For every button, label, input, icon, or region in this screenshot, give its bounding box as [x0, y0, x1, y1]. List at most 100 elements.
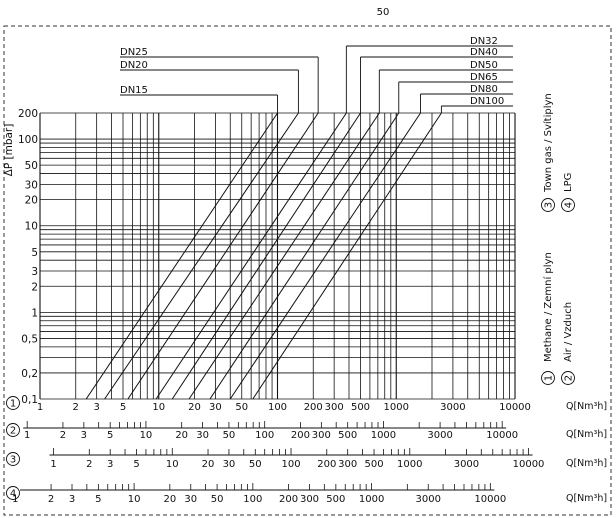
y-tick-label: 30 — [25, 179, 38, 191]
x-tick-label: 30 — [196, 430, 209, 441]
x-tick-label: 30 — [209, 402, 222, 413]
flow-unit-label: Q[Nm³h] — [566, 458, 607, 469]
legend-marker — [561, 198, 575, 212]
x-tick-label: 2 — [86, 459, 92, 470]
x-tick-label: 1 — [24, 430, 30, 441]
x-tick-label: 500 — [351, 402, 370, 413]
x-tick-label: 200 — [304, 402, 323, 413]
dashed-frame — [3, 25, 612, 516]
y-axis: 200 100 50 30 20 10 5 3 2 1 0,5 0,2 0,1 ΔP [mbar] — [3, 108, 38, 406]
legend-marker — [561, 371, 575, 385]
legend-id: 3 — [544, 202, 555, 208]
x-tick-label: 2 — [48, 494, 54, 505]
x-tick-label: 1 — [50, 459, 56, 470]
x-tick-label: 3 — [107, 459, 113, 470]
x-tick-label: 10 — [166, 459, 179, 470]
dn-label: DN25 — [120, 47, 148, 58]
x-tick-label: 100 — [281, 459, 300, 470]
gas-scale-marker — [6, 452, 20, 466]
frame-label-bg — [370, 3, 398, 17]
x-tick-label: 500 — [364, 459, 383, 470]
gas-scale-id: 2 — [10, 426, 16, 437]
y-tick-label: 0,1 — [21, 394, 38, 406]
x-tick-label: 10000 — [486, 430, 518, 441]
x-tick-label: 200 — [317, 459, 336, 470]
dn-label: DN20 — [120, 60, 148, 71]
x-tick-label: 5 — [107, 430, 113, 441]
y-tick-label: 1 — [31, 307, 38, 319]
gas-scale-id: 1 — [10, 399, 16, 410]
x-tick-label: 1000 — [397, 459, 422, 470]
x-tick-label: 10 — [140, 430, 153, 441]
legend-label: Methane / Zemní plyn — [542, 252, 554, 362]
x-tick-label: 10 — [152, 402, 165, 413]
x-tick-label: 1 — [12, 494, 18, 505]
y-tick-label: 3 — [31, 266, 38, 278]
x-tick-label: 300 — [325, 402, 344, 413]
x-tick-label: 5 — [120, 402, 126, 413]
series-line-dn32 — [155, 112, 347, 400]
legend-marker — [541, 371, 555, 385]
legend-label: Air / Vzduch — [563, 302, 574, 362]
legend-label: Town gas / Svítiplyn — [542, 93, 554, 193]
series-line-dn40 — [171, 112, 361, 400]
legend-id: 2 — [564, 375, 575, 381]
x-tick-label: 3000 — [416, 494, 441, 505]
series-line-dn25 — [127, 112, 319, 400]
x-tick-label: 100 — [268, 402, 287, 413]
y-tick-label: 5 — [31, 247, 38, 259]
dn-label: DN32 — [470, 36, 498, 47]
y-tick-label: 200 — [18, 108, 38, 120]
x-tick-label: 300 — [338, 459, 357, 470]
dn-label: DN15 — [120, 85, 148, 96]
x-tick-label: 20 — [163, 494, 176, 505]
y-tick-label: 100 — [18, 134, 38, 146]
dn-label: DN50 — [470, 60, 498, 71]
series-line-dn20 — [104, 112, 299, 400]
series-line-dn50 — [188, 112, 380, 400]
x-tick-label: 300 — [300, 494, 319, 505]
x-tick-label: 200 — [291, 430, 310, 441]
x-tick-label: 10 — [128, 494, 141, 505]
x-tick-label: 2 — [73, 402, 79, 413]
x-tick-label: 100 — [255, 430, 274, 441]
legend-marker — [541, 198, 555, 212]
x-tick-label: 5 — [133, 459, 139, 470]
x-tick-label: 50 — [249, 459, 262, 470]
y-tick-label: 0,5 — [21, 333, 38, 345]
gas-legend: 1 Methane / Zemní plyn 2 Air / Vzduch 3 Town … — [541, 93, 575, 385]
x-tick-label: 50 — [223, 430, 236, 441]
x-tick-label: 3 — [81, 430, 87, 441]
y-tick-label: 10 — [25, 221, 38, 233]
x-tick-label: 10000 — [499, 402, 531, 413]
series-line-dn100 — [252, 112, 442, 400]
gas-scales: 1 1 2 3 5 10 20 30 50 100 200 300 500 1000 3000 10000 Q[… — [6, 396, 607, 505]
legend-id: 1 — [544, 375, 555, 381]
dn-label: DN65 — [470, 72, 498, 83]
x-tick-label: 10000 — [474, 494, 506, 505]
x-tick-label: 5 — [95, 494, 101, 505]
x-tick-label: 3 — [93, 402, 99, 413]
x-tick-label: 3000 — [440, 402, 465, 413]
dn-label: DN80 — [470, 84, 498, 95]
series-line-dn15 — [85, 112, 278, 400]
x-tick-label: 100 — [243, 494, 262, 505]
x-tick-label: 2 — [60, 430, 66, 441]
series-line-dn80 — [229, 112, 421, 400]
dn-label: DN100 — [470, 96, 504, 107]
x-tick-label: 30 — [223, 459, 236, 470]
y-tick-label: 20 — [25, 195, 38, 207]
x-tick-label: 3 — [69, 494, 75, 505]
x-tick-label: 500 — [326, 494, 345, 505]
gas-scale-marker — [6, 423, 20, 437]
x-tick-label: 50 — [235, 402, 248, 413]
flow-unit-label: Q[Nm³h] — [566, 429, 607, 440]
x-tick-label: 300 — [312, 430, 331, 441]
gas-scale-id: 3 — [10, 455, 16, 466]
x-tick-label: 500 — [338, 430, 357, 441]
flow-unit-label: Q[Nm³h] — [566, 401, 607, 412]
series-lines — [85, 112, 442, 400]
x-tick-label: 30 — [184, 494, 197, 505]
grid — [39, 112, 516, 400]
